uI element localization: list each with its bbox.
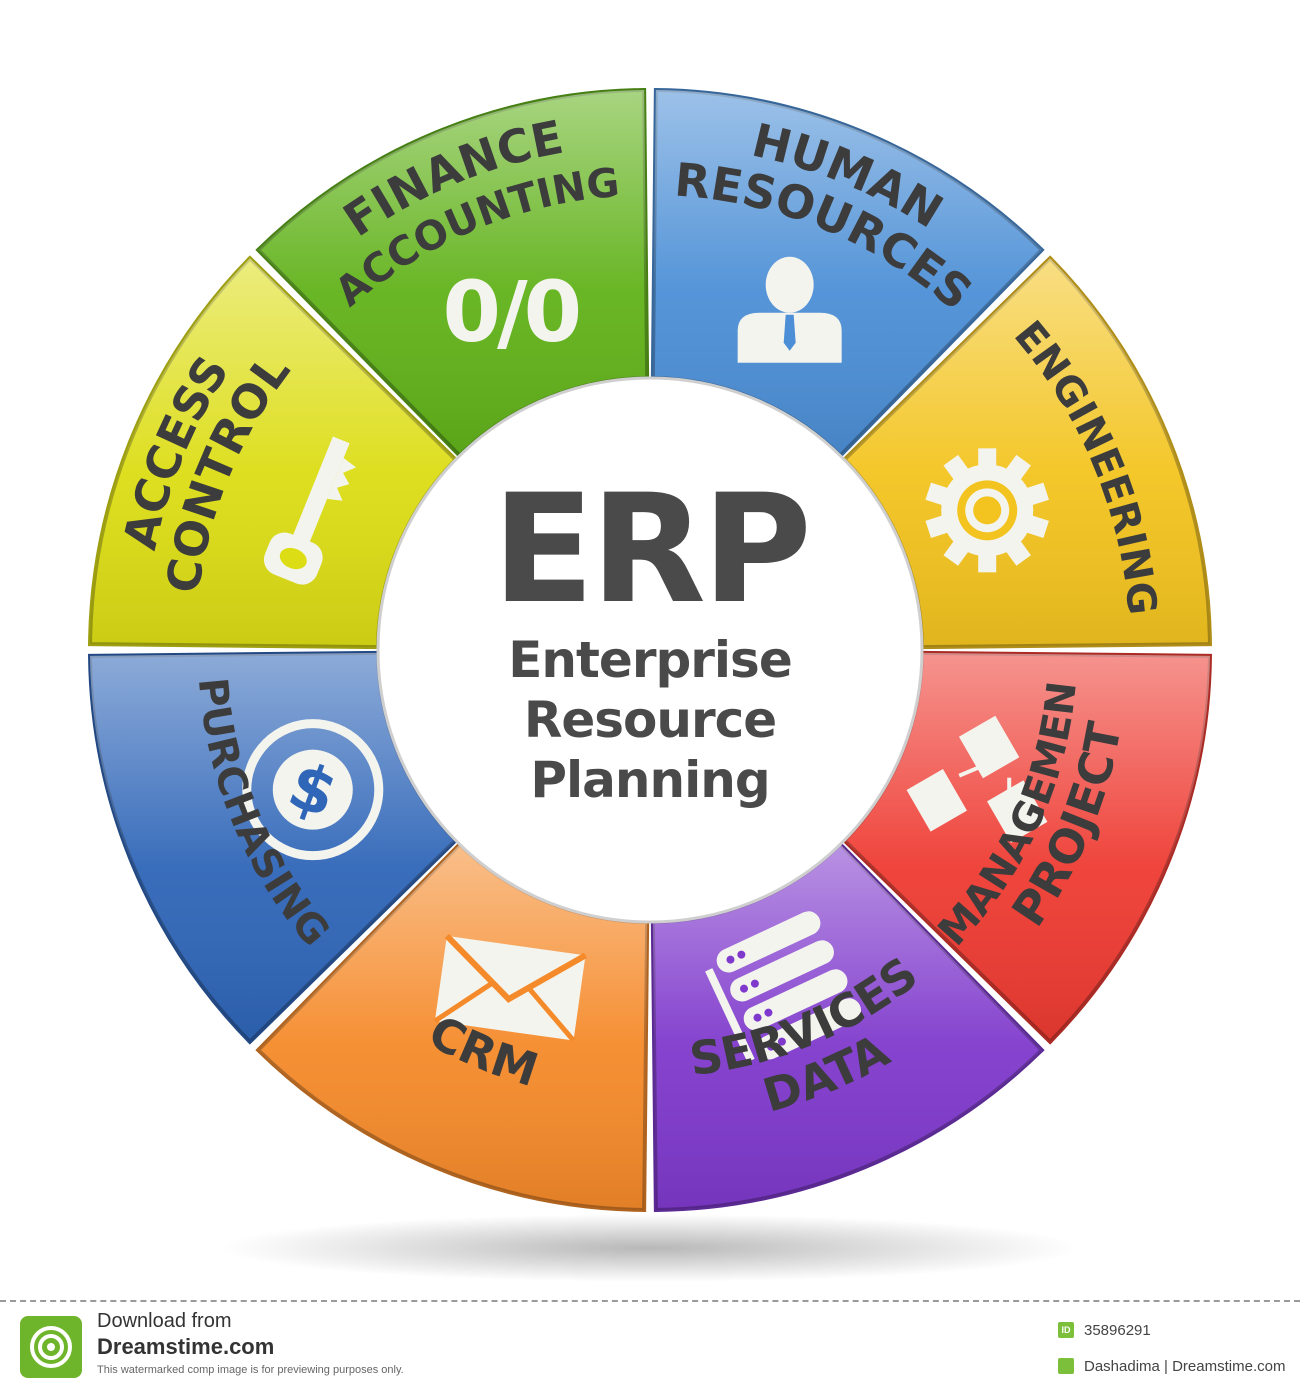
image-id: 35896291 — [1084, 1322, 1151, 1339]
download-line-1: Download from — [97, 1310, 232, 1332]
dreamstime-logo-icon — [20, 1316, 82, 1378]
person-icon — [737, 256, 842, 363]
author-icon — [1058, 1358, 1074, 1374]
segment-gloss-3 — [652, 844, 1042, 1210]
segment-gloss-4 — [258, 844, 648, 1210]
icons-layer: $0/0 — [242, 256, 1049, 1063]
server-icon — [705, 911, 861, 1063]
segment-gloss-7 — [258, 90, 648, 456]
percent-glyph: 0/0 — [443, 263, 579, 361]
segment-0 — [650, 88, 1045, 459]
id-badge: ID — [1058, 1322, 1074, 1338]
segment-gloss-2 — [844, 652, 1210, 1042]
segment-gloss-1 — [844, 258, 1210, 648]
segment-6 — [88, 255, 459, 650]
flowchart-icon — [906, 715, 1048, 843]
credit-text: Dashadima | Dreamstime.com — [1084, 1358, 1286, 1375]
percent-icon: 0/0 — [443, 263, 583, 361]
subtitle-line-3: Planning — [530, 751, 770, 809]
gear-icon — [925, 448, 1049, 573]
watermark-footer: Download from Dreamstime.com This waterm… — [0, 1296, 1300, 1390]
footer-divider — [0, 1300, 1300, 1302]
key-icon — [263, 436, 357, 585]
segment-gloss-0 — [652, 90, 1042, 456]
erp-wheel-diagram: $0/0 HUMANRESOURCESENGINEERINGPROJECTMAN… — [0, 0, 1212, 1282]
segment-4 — [255, 841, 650, 1212]
wheel-shadow — [220, 1214, 1080, 1282]
subtitle-line-2: Resource — [523, 691, 777, 749]
envelope-icon — [433, 933, 587, 1043]
center-title: ERP Enterprise Resource Planning — [350, 470, 950, 810]
download-line-2: Dreamstime.com — [97, 1334, 275, 1359]
subtitle-line-1: Enterprise — [508, 631, 792, 689]
erp-title: ERP — [492, 463, 812, 637]
center-disc — [376, 376, 924, 924]
preview-note: This watermarked comp image is for previ… — [97, 1364, 404, 1376]
segment-7 — [255, 88, 650, 459]
dollar-coin-icon: $ — [242, 719, 384, 861]
segment-gloss-6 — [90, 258, 456, 648]
segment-1 — [841, 255, 1212, 650]
segments-layer — [88, 88, 1212, 1212]
